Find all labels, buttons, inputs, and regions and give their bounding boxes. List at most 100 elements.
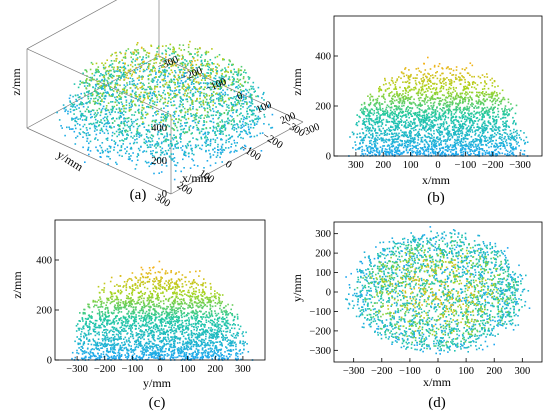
data-point xyxy=(408,133,411,135)
data-point xyxy=(456,108,459,111)
data-point xyxy=(246,107,249,110)
data-point xyxy=(398,97,401,100)
data-point xyxy=(164,97,166,100)
data-point xyxy=(128,158,131,161)
data-point xyxy=(187,108,190,111)
data-point xyxy=(86,101,88,104)
data-point xyxy=(435,153,437,156)
data-point xyxy=(438,104,441,106)
data-point xyxy=(214,81,217,83)
data-point xyxy=(378,95,380,98)
data-point xyxy=(383,129,386,132)
data-point xyxy=(212,110,215,113)
data-point xyxy=(217,146,219,148)
data-point xyxy=(413,138,415,141)
data-point xyxy=(382,110,385,113)
data-point xyxy=(169,133,171,136)
data-point xyxy=(447,88,450,91)
data-point xyxy=(239,78,242,81)
data-point xyxy=(260,150,263,152)
data-point xyxy=(138,134,141,136)
data-point xyxy=(248,88,251,91)
data-point xyxy=(185,89,187,91)
data-point xyxy=(351,131,354,134)
data-point xyxy=(131,61,134,64)
data-point xyxy=(150,69,153,71)
data-point xyxy=(416,135,419,137)
data-point xyxy=(205,64,207,67)
data-point xyxy=(398,145,400,147)
data-point xyxy=(492,140,494,142)
data-point xyxy=(221,80,224,83)
data-point xyxy=(208,104,210,107)
data-point xyxy=(139,70,141,73)
data-point xyxy=(161,141,163,144)
data-point xyxy=(204,141,206,144)
data-point xyxy=(143,96,146,99)
data-point xyxy=(104,89,106,91)
data-point xyxy=(89,102,91,104)
data-point xyxy=(151,126,153,128)
data-point xyxy=(171,52,173,55)
data-point xyxy=(196,88,198,91)
data-point xyxy=(393,120,396,122)
data-point xyxy=(168,86,170,88)
data-point xyxy=(205,77,208,79)
data-point xyxy=(477,135,480,137)
data-point xyxy=(215,114,217,116)
data-point xyxy=(450,101,452,104)
data-point xyxy=(221,151,224,153)
data-point xyxy=(142,87,145,90)
data-point xyxy=(377,111,379,113)
data-point xyxy=(216,70,219,72)
data-point xyxy=(465,118,468,121)
data-point xyxy=(399,110,402,113)
data-point xyxy=(152,115,154,117)
data-point xyxy=(139,95,141,98)
data-point xyxy=(263,113,265,116)
data-point xyxy=(79,124,81,126)
data-point xyxy=(191,100,194,102)
data-point xyxy=(170,142,173,145)
data-point xyxy=(412,101,414,104)
data-point xyxy=(223,83,225,86)
data-point xyxy=(86,70,88,73)
data-point xyxy=(113,149,115,151)
data-point xyxy=(382,93,385,96)
data-point xyxy=(238,79,240,82)
data-point xyxy=(218,116,220,119)
data-point xyxy=(179,110,181,112)
data-point xyxy=(209,109,212,112)
data-point xyxy=(240,94,242,97)
data-point xyxy=(403,142,406,145)
data-point xyxy=(188,152,190,154)
data-point xyxy=(205,121,208,123)
data-point xyxy=(220,100,222,102)
data-point xyxy=(243,125,245,127)
data-point xyxy=(439,87,442,90)
data-point xyxy=(143,62,146,65)
data-point xyxy=(487,120,490,122)
data-point xyxy=(510,146,512,149)
data-point xyxy=(414,125,417,127)
data-point xyxy=(471,105,473,107)
data-point xyxy=(217,149,220,151)
data-point xyxy=(220,138,222,140)
data-point xyxy=(374,137,377,139)
data-point xyxy=(141,115,144,117)
data-point xyxy=(261,132,264,134)
data-point xyxy=(381,147,384,150)
data-point xyxy=(138,149,141,152)
data-point xyxy=(114,96,116,99)
data-point xyxy=(118,98,120,100)
data-point xyxy=(452,153,455,155)
data-point xyxy=(406,97,408,100)
data-point xyxy=(100,86,103,89)
data-point xyxy=(381,107,384,110)
data-point xyxy=(422,89,424,91)
data-point xyxy=(364,136,367,139)
data-point xyxy=(188,128,190,130)
data-point xyxy=(401,110,404,113)
data-point xyxy=(127,70,130,72)
data-point xyxy=(504,153,506,155)
